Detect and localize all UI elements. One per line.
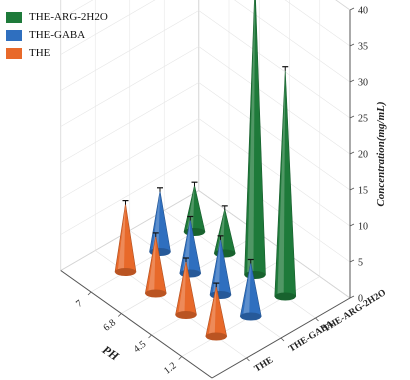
legend-item-the-gaba: THE-GABA: [6, 26, 108, 44]
compound-tick-mark: [246, 357, 250, 362]
z-tick-mark: [349, 259, 355, 263]
cone-the-ph-6-8-base: [175, 311, 197, 319]
cone-the-gaba-ph-7-base: [240, 312, 262, 321]
cone-the-arg-2h2o-ph-6-8: [244, 0, 266, 276]
cone-the-arg-2h2o-ph-7-highlight: [277, 69, 286, 297]
ph-tick-label: 4.5: [132, 339, 149, 355]
legend-label-the-gaba: THE-GABA: [29, 29, 86, 41]
cone-the-ph-6-8-highlight: [178, 261, 186, 315]
cone-the-arg-2h2o-ph-4-5: [213, 208, 236, 254]
ph-tick-mark: [148, 334, 152, 339]
cone-the-ph-1-2: [114, 203, 137, 273]
z-tick-mark: [349, 115, 355, 119]
z-tick-label: 35: [358, 42, 368, 53]
z-tick-label: 40: [358, 6, 368, 17]
z-tick-mark: [349, 187, 355, 191]
cone-the-gaba-ph-4-5-highlight: [182, 219, 191, 274]
wall-gridline: [198, 154, 351, 263]
ph-tick-label: 1.2: [162, 360, 179, 376]
legend-swatch-the-arg-2h2o: [6, 11, 22, 23]
ph-tick-mark: [87, 291, 92, 296]
z-tick-label: 5: [358, 258, 363, 269]
legend-swatch-the: [6, 47, 22, 59]
cone-the-gaba-ph-1-2-highlight: [152, 190, 160, 252]
legend-label-the-arg-2h2o: THE-ARG-2H2O: [29, 11, 108, 23]
cone-the-ph-7-highlight: [208, 286, 217, 337]
cone-the-ph-7-base: [205, 332, 227, 341]
compound-tick-label: THE: [253, 355, 275, 374]
cone-the-gaba-ph-6-8-highlight: [212, 238, 221, 295]
z-tick-label: 0: [358, 294, 363, 305]
z-tick-mark: [349, 295, 355, 299]
ph-axis-title: PH: [100, 342, 122, 363]
z-tick-label: 25: [358, 114, 368, 125]
chart-legend: THE-ARG-2H2O THE-GABA THE: [6, 8, 108, 62]
wall-gridline: [60, 0, 94, 19]
wall-gridline: [198, 10, 351, 119]
back-wall-left: [60, 0, 200, 272]
z-tick-label: 20: [358, 150, 368, 161]
cone-the-gaba-ph-7-highlight: [242, 262, 251, 317]
ph-tick-mark: [117, 313, 122, 317]
cone-the-ph-4-5-highlight: [147, 235, 156, 294]
cone-the-gaba-ph-6-8-base: [210, 291, 231, 299]
z-tick-label: 10: [358, 222, 368, 233]
z-tick-mark: [349, 151, 355, 155]
cone-the-arg-2h2o-ph-7: [274, 69, 297, 297]
ph-axis: [60, 270, 213, 379]
z-axis-title: Concentration(mg/mL): [375, 101, 387, 206]
cone-the-arg-2h2o-ph-7-base: [274, 292, 296, 301]
z-tick-mark: [349, 43, 355, 47]
wall-gridline: [198, 82, 351, 191]
z-tick-mark: [349, 79, 355, 83]
cone-the-ph-4-5-base: [145, 289, 167, 298]
cone-the-ph-1-2-highlight: [117, 203, 126, 272]
z-tick-mark: [349, 223, 355, 227]
legend-item-the-arg-2h2o: THE-ARG-2H2O: [6, 8, 108, 26]
compound-tick-label: THE-ARG-2H2O: [322, 288, 388, 335]
compound-tick-mark: [280, 337, 285, 342]
ph-tick-label: 7: [74, 298, 85, 310]
legend-label-the: THE: [29, 47, 51, 59]
legend-swatch-the-gaba: [6, 29, 22, 41]
z-tick-mark: [349, 7, 355, 11]
z-tick-label: 15: [358, 186, 368, 197]
ph-tick-mark: [178, 356, 183, 360]
legend-item-the: THE: [6, 44, 108, 62]
compound-tick-mark: [315, 317, 319, 322]
cone-the-arg-2h2o-ph-6-8-highlight: [247, 0, 255, 275]
cone-the-gaba-ph-1-2: [149, 190, 171, 253]
wall-gridline: [234, 0, 351, 83]
cone-the-ph-1-2-base: [115, 268, 136, 276]
ph-tick-label: 6.8: [101, 317, 118, 333]
wall-gridline: [198, 118, 351, 227]
z-tick-label: 30: [358, 78, 368, 89]
cone-the-arg-2h2o-ph-1-2-highlight: [186, 185, 195, 232]
cone-the-arg-2h2o-ph-4-5-highlight: [216, 208, 225, 254]
wall-gridline: [198, 46, 351, 155]
wall-gridline: [284, 0, 351, 47]
